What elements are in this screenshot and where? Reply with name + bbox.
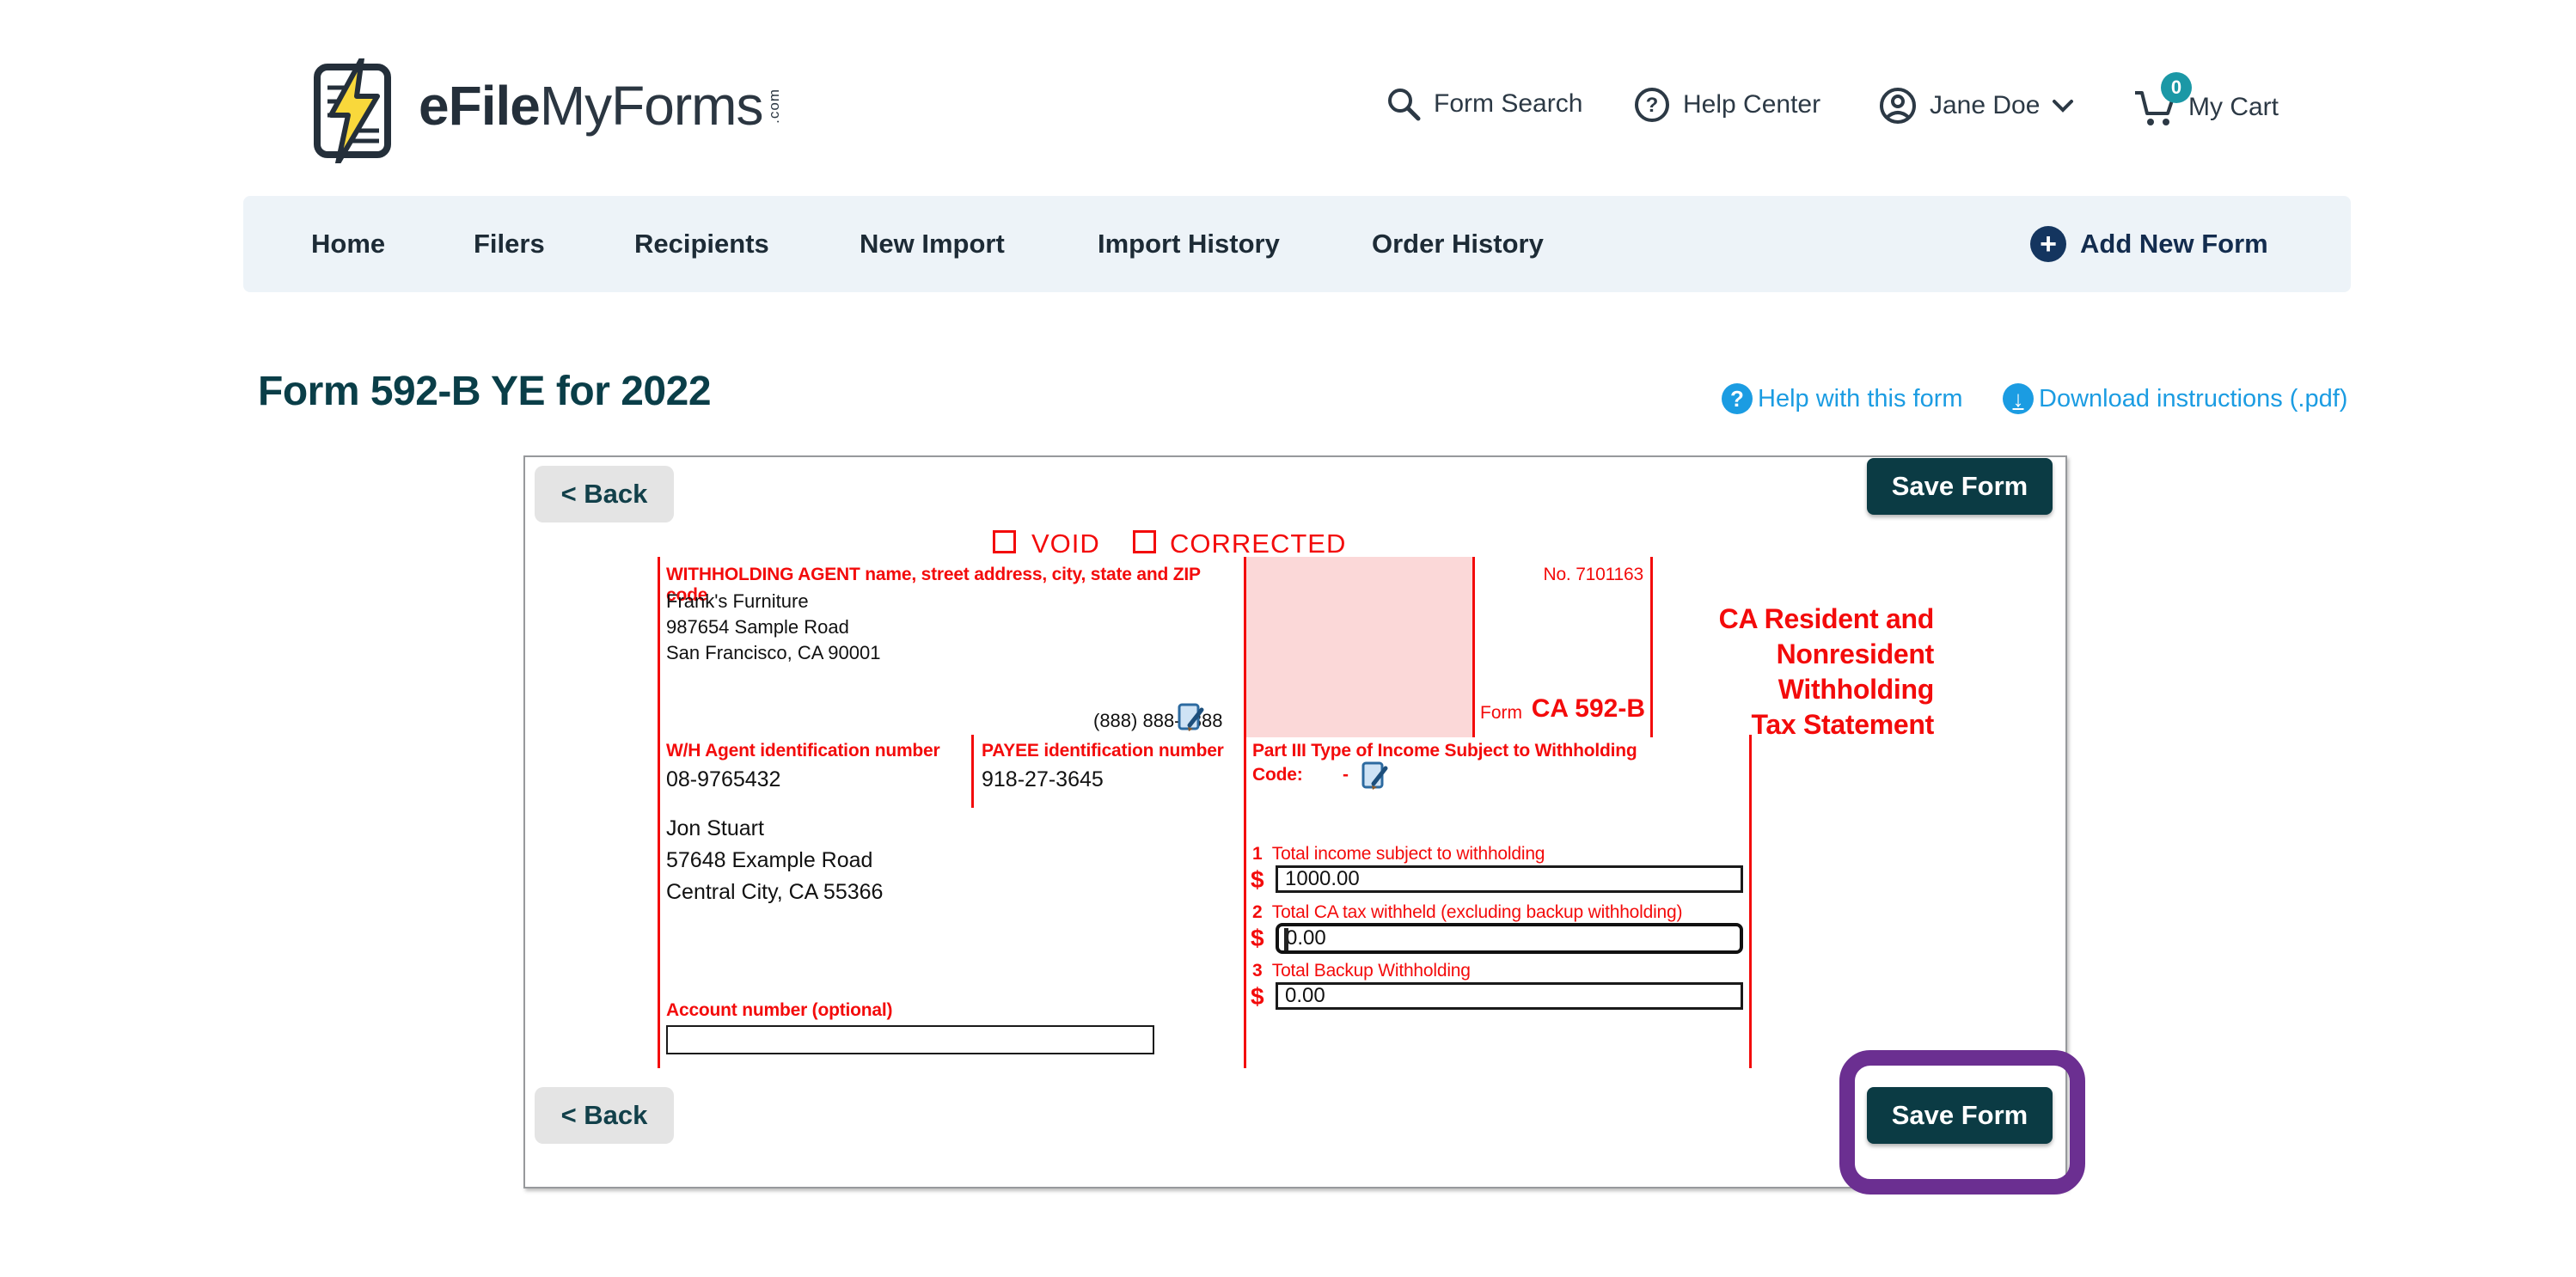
logo-text-light: MyForms xyxy=(539,75,764,137)
download-instructions-link[interactable]: ↓ Download instructions (.pdf) xyxy=(2003,383,2347,414)
edit-code-icon[interactable] xyxy=(1360,760,1391,792)
menu-item-new-import[interactable]: New Import xyxy=(860,229,1005,259)
void-label: VOID xyxy=(1031,529,1100,559)
part3-code-label: Code: xyxy=(1252,765,1303,785)
help-link-icon: ? xyxy=(1722,383,1753,414)
menu-item-recipients[interactable]: Recipients xyxy=(634,229,769,259)
menu-item-import-history[interactable]: Import History xyxy=(1098,229,1280,259)
save-form-button-bottom[interactable]: Save Form xyxy=(1867,1087,2053,1144)
back-button-top[interactable]: < Back xyxy=(535,466,674,522)
wh-id-value: 08-9765432 xyxy=(666,767,781,791)
chevron-down-icon xyxy=(2052,98,2074,113)
recipient-street: 57648 Example Road xyxy=(666,848,873,872)
main-menubar: Home Filers Recipients New Import Import… xyxy=(243,196,2351,292)
agent-city: San Francisco, CA 90001 xyxy=(666,642,881,663)
user-avatar-icon xyxy=(1878,86,1918,125)
grid-line xyxy=(1472,557,1475,737)
form-no: No. 7101163 xyxy=(1543,565,1643,584)
field3-label: 3 Total Backup Withholding xyxy=(1252,961,1471,981)
add-new-form-label: Add New Form xyxy=(2080,229,2268,259)
field2-currency: $ xyxy=(1251,925,1264,951)
field1-label: 1 Total income subject to withholding xyxy=(1252,844,1545,864)
void-checkbox[interactable] xyxy=(993,530,1016,553)
help-center-link[interactable]: ? Help Center xyxy=(1633,86,1820,124)
form-title: CA Resident and Nonresident Withholding … xyxy=(1718,603,1935,740)
logo-lightning-clipboard-icon xyxy=(305,58,407,163)
cart-badge: 0 xyxy=(2161,72,2192,103)
field3-input[interactable] xyxy=(1276,982,1743,1010)
recipient-name: Jon Stuart xyxy=(666,816,764,840)
plus-icon: + xyxy=(2030,226,2066,262)
logo-tld: .com xyxy=(766,88,783,124)
site-logo[interactable]: eFile MyForms .com xyxy=(305,58,783,163)
form-word: Form xyxy=(1480,703,1522,723)
menu-item-order-history[interactable]: Order History xyxy=(1372,229,1544,259)
pink-shaded-cell xyxy=(1244,557,1475,737)
corrected-label: CORRECTED xyxy=(1170,529,1347,559)
recipient-block: Jon Stuart 57648 Example Road Central Ci… xyxy=(666,813,883,908)
search-icon xyxy=(1386,86,1422,122)
form-search-label: Form Search xyxy=(1434,89,1583,118)
grid-line xyxy=(1244,557,1246,1068)
part3-label: Part III Type of Income Subject to Withh… xyxy=(1252,741,1637,761)
my-cart-link[interactable]: 0 My Cart xyxy=(2132,72,2279,129)
back-button-bottom[interactable]: < Back xyxy=(535,1087,674,1144)
grid-line xyxy=(1749,735,1752,1068)
form-number: CA 592-B xyxy=(1531,694,1645,723)
field2-label: 2 Total CA tax withheld (excluding backu… xyxy=(1252,902,1683,922)
help-center-label: Help Center xyxy=(1683,90,1821,119)
corrected-checkbox[interactable] xyxy=(1133,530,1156,553)
cart-icon: 0 xyxy=(2132,72,2192,129)
my-cart-label: My Cart xyxy=(2188,93,2279,121)
account-label: Account number (optional) xyxy=(666,1000,893,1020)
user-menu[interactable]: Jane Doe xyxy=(1878,86,2074,125)
add-new-form-button[interactable]: + Add New Form xyxy=(2030,196,2268,292)
download-instructions-label: Download instructions (.pdf) xyxy=(2039,384,2348,412)
field1-currency: $ xyxy=(1251,866,1264,893)
field3-currency: $ xyxy=(1251,983,1264,1010)
grid-line xyxy=(971,735,974,808)
grid-line xyxy=(658,557,660,1068)
user-name: Jane Doe xyxy=(1930,91,2041,119)
page-title: Form 592-B YE for 2022 xyxy=(258,369,712,414)
recipient-city: Central City, CA 55366 xyxy=(666,880,884,904)
grid-line xyxy=(1650,557,1653,737)
payee-id-label: PAYEE identification number xyxy=(982,741,1224,761)
help-with-form-label: Help with this form xyxy=(1758,384,1963,412)
agent-label: WITHHOLDING AGENT name, street address, … xyxy=(666,565,1201,605)
form-search-link[interactable]: Form Search xyxy=(1386,86,1582,122)
account-input[interactable] xyxy=(666,1025,1154,1054)
menu-item-home[interactable]: Home xyxy=(311,229,386,259)
svg-text:?: ? xyxy=(1646,94,1659,117)
field2-input[interactable] xyxy=(1276,923,1743,954)
save-form-button-top[interactable]: Save Form xyxy=(1867,458,2053,515)
help-circle-icon: ? xyxy=(1633,86,1671,124)
part3-code-value: - xyxy=(1343,765,1349,785)
payee-id-value: 918-27-3645 xyxy=(982,767,1104,791)
download-icon: ↓ xyxy=(2003,383,2034,414)
text-cursor xyxy=(1284,928,1288,950)
logo-text-bold: eFile xyxy=(419,75,541,137)
agent-street: 987654 Sample Road xyxy=(666,616,849,638)
wh-id-label: W/H Agent identification number xyxy=(666,741,940,761)
field1-input[interactable] xyxy=(1276,865,1743,893)
form-number-row: Form CA 592-B xyxy=(1480,694,1645,724)
menu-item-filers[interactable]: Filers xyxy=(474,229,545,259)
agent-name: Frank's Furniture xyxy=(666,590,809,612)
edit-phone-icon[interactable] xyxy=(1176,701,1207,734)
help-with-form-link[interactable]: ? Help with this form xyxy=(1722,383,1963,414)
